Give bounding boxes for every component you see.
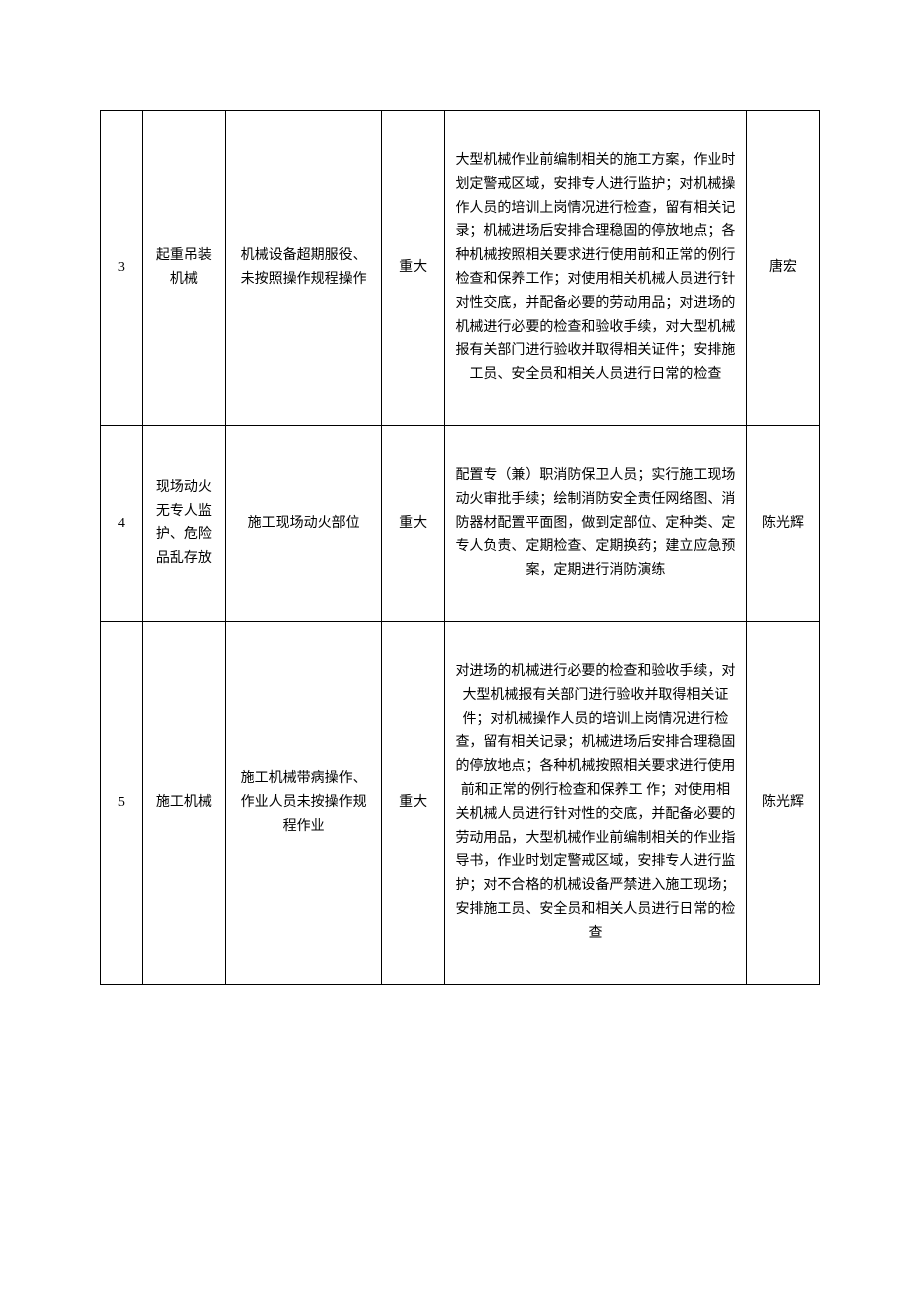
risk-table: 3 起重吊装机械 机械设备超期服役、未按照操作规程操作 重大 大型机械作业前编制… — [100, 110, 820, 985]
row-person: 唐宏 — [747, 111, 820, 426]
table-row: 5 施工机械 施工机械带病操作、作业人员未按操作规程作业 重大 对进场的机械进行… — [101, 621, 820, 984]
row-num: 4 — [101, 425, 143, 621]
row-measures: 配置专（兼）职消防保卫人员；实行施工现场动火审批手续；绘制消防安全责任网络图、消… — [444, 425, 746, 621]
row-desc: 施工机械带病操作、作业人员未按操作规程作业 — [226, 621, 382, 984]
row-measures: 大型机械作业前编制相关的施工方案，作业时划定警戒区域，安排专人进行监护；对机械操… — [444, 111, 746, 426]
row-num: 3 — [101, 111, 143, 426]
row-level: 重大 — [382, 621, 445, 984]
row-num: 5 — [101, 621, 143, 984]
row-name: 现场动火无专人监护、危险品乱存放 — [142, 425, 225, 621]
row-person: 陈光辉 — [747, 621, 820, 984]
table-row: 4 现场动火无专人监护、危险品乱存放 施工现场动火部位 重大 配置专（兼）职消防… — [101, 425, 820, 621]
row-level: 重大 — [382, 425, 445, 621]
row-desc: 施工现场动火部位 — [226, 425, 382, 621]
table-body: 3 起重吊装机械 机械设备超期服役、未按照操作规程操作 重大 大型机械作业前编制… — [101, 111, 820, 985]
row-measures: 对进场的机械进行必要的检查和验收手续，对大型机械报有关部门进行验收并取得相关证件… — [444, 621, 746, 984]
table-row: 3 起重吊装机械 机械设备超期服役、未按照操作规程操作 重大 大型机械作业前编制… — [101, 111, 820, 426]
row-desc: 机械设备超期服役、未按照操作规程操作 — [226, 111, 382, 426]
row-person: 陈光辉 — [747, 425, 820, 621]
row-level: 重大 — [382, 111, 445, 426]
row-name: 起重吊装机械 — [142, 111, 225, 426]
row-name: 施工机械 — [142, 621, 225, 984]
